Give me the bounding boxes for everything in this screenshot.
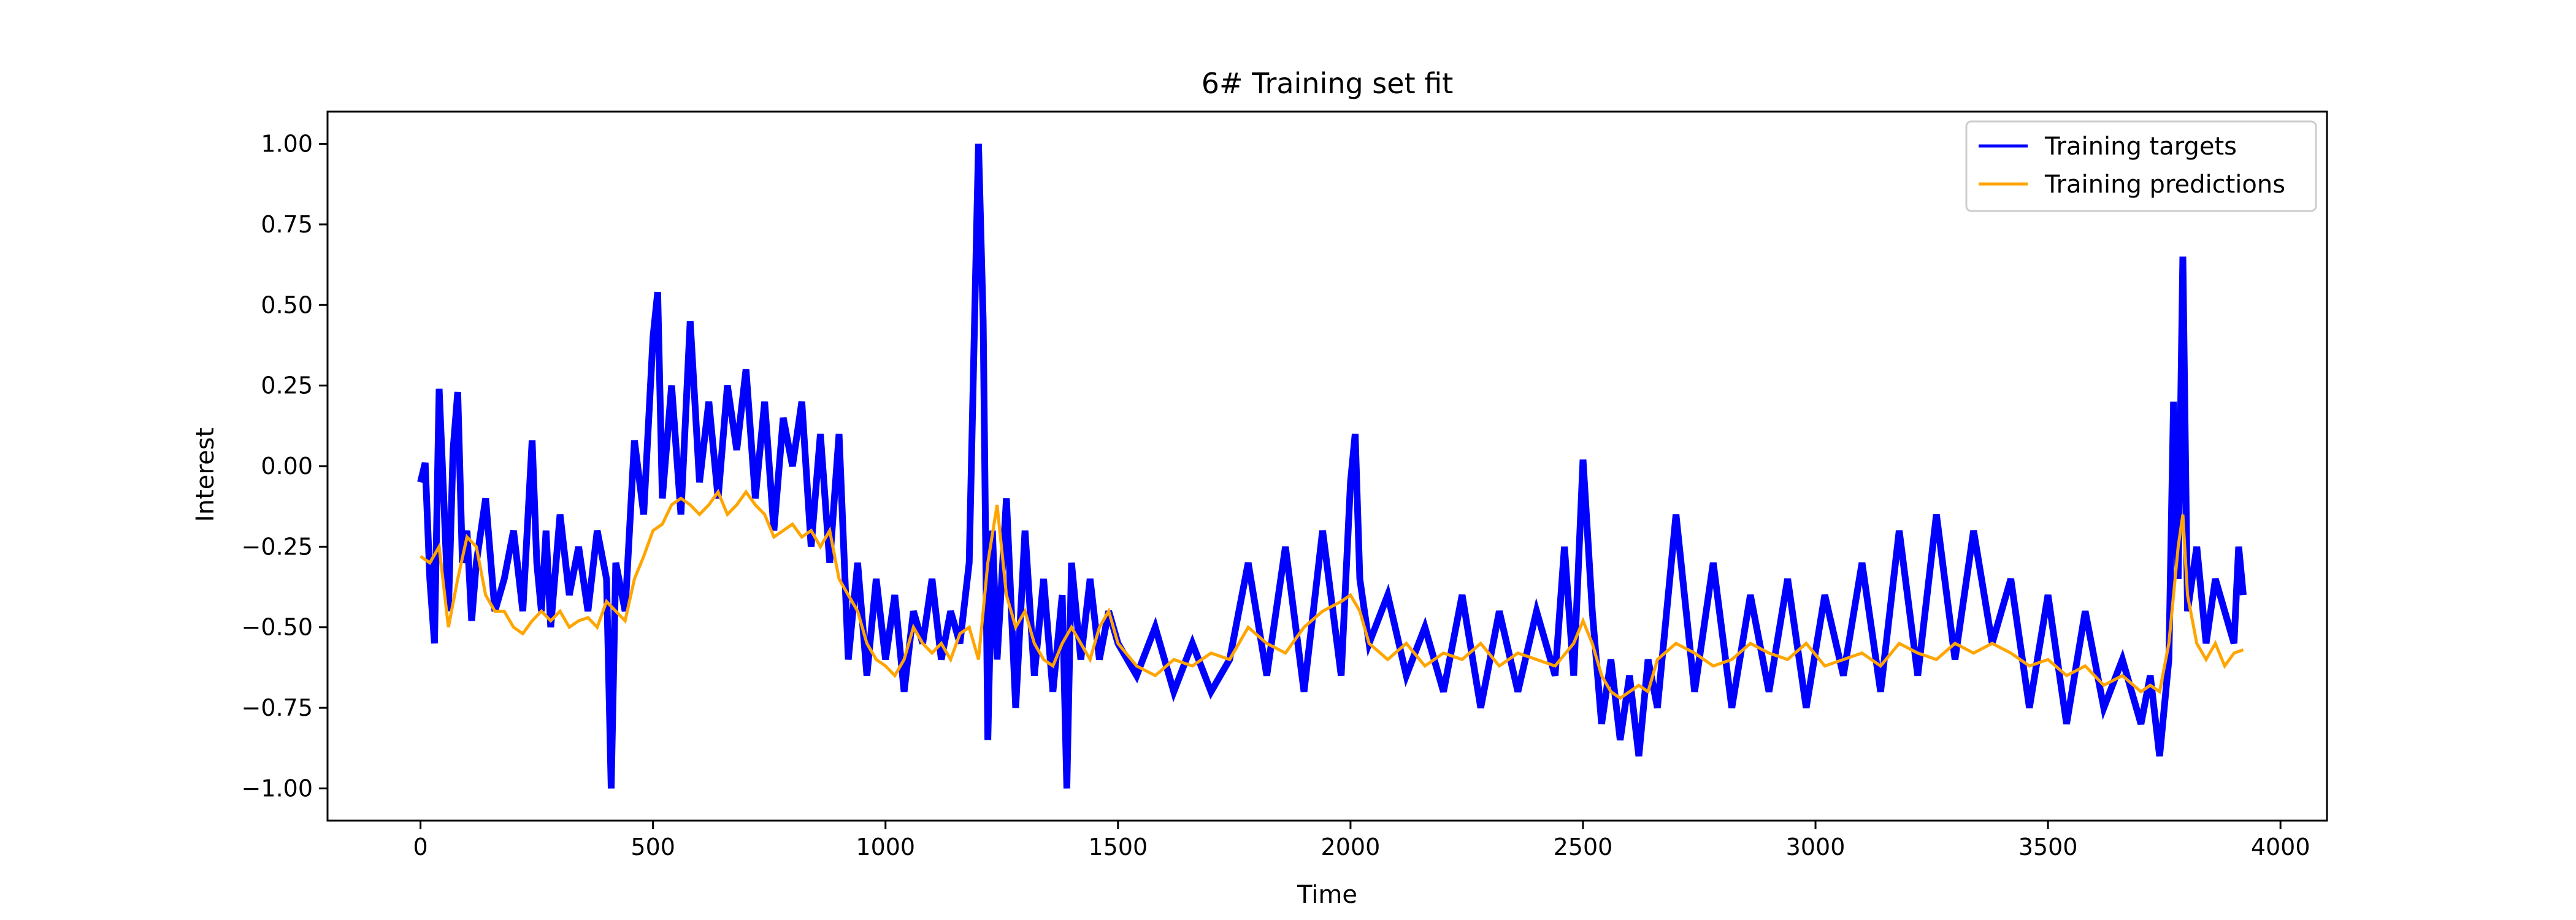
chart-title: 6# Training set fit (1202, 67, 1454, 100)
x-tick-label: 500 (631, 834, 675, 861)
x-tick-label: 2500 (1554, 834, 1613, 861)
x-tick-label: 0 (413, 834, 428, 861)
series-line-training-predictions (420, 488, 2244, 700)
x-tick-label: 3000 (1786, 834, 1846, 861)
series-line-training-targets (417, 144, 2247, 789)
legend-box (1965, 120, 2317, 212)
plot-area (417, 144, 2247, 789)
x-axis-label: Time (1297, 881, 1357, 909)
axes: 0 500 1000 1500 2000 2500 3000 3500 4000 1.00 0.75… (242, 110, 2328, 861)
legend-entry-label: Training predictions (2044, 171, 2285, 199)
y-tick-label: 0.75 (261, 211, 313, 238)
y-tick-label: −1.00 (242, 775, 313, 802)
x-tick-label: 1500 (1088, 834, 1148, 861)
y-tick-label: 0.00 (261, 453, 313, 480)
x-tick-label: 3500 (2018, 834, 2078, 861)
x-tick-label: 1000 (856, 834, 915, 861)
legend-entry-label: Training targets (2044, 132, 2237, 161)
y-tick-label: −0.25 (242, 533, 313, 560)
y-tick-label: 0.50 (261, 291, 313, 318)
y-tick-label: −0.50 (242, 614, 313, 641)
legend: Training targets Training predictions (1965, 120, 2317, 212)
y-axis-label: Interest (191, 427, 220, 522)
y-tick-label: 1.00 (261, 131, 313, 158)
x-tick-label: 4000 (2251, 834, 2310, 861)
series-group (417, 144, 2247, 789)
x-tick-label: 2000 (1321, 834, 1381, 861)
y-tick-label: 0.25 (261, 372, 313, 399)
y-tick-label: −0.75 (242, 694, 313, 721)
